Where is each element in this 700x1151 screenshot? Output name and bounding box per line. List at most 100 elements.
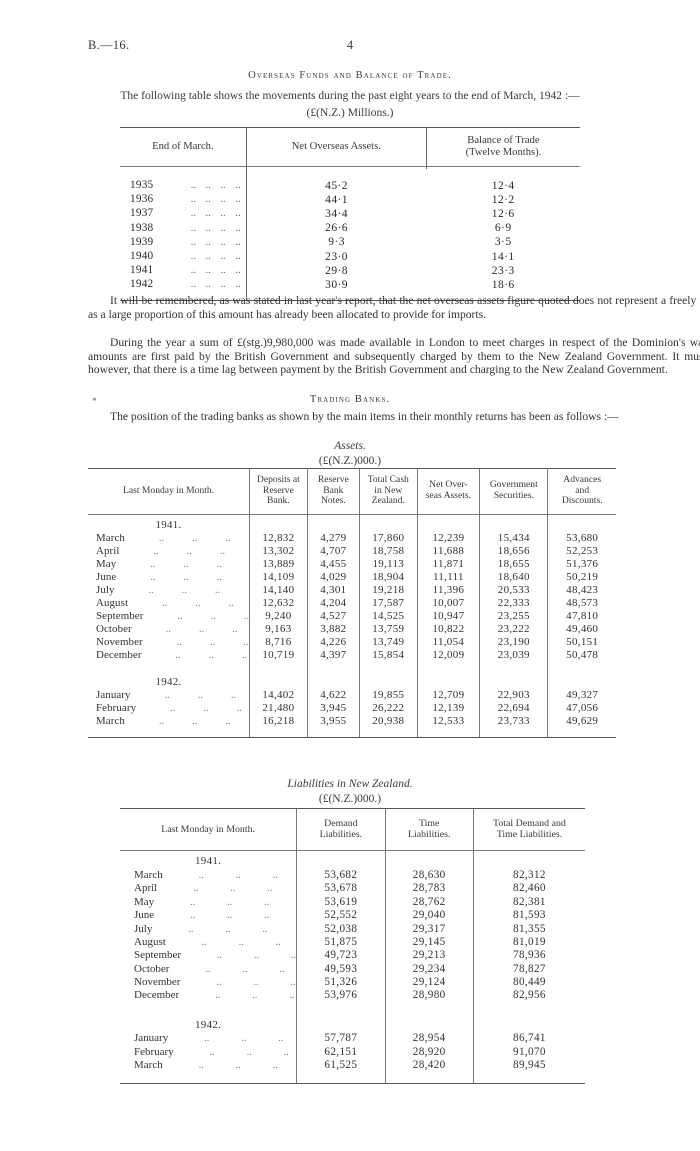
table-row: March...... 16,218 3,955 20,938 12,533 23,733… — [88, 714, 616, 728]
liabilities-row-total: 89,945 — [472, 1058, 585, 1072]
assets-row-month: October...... — [96, 623, 238, 636]
leader-dots: .. — [220, 207, 226, 220]
overseas-units-line: (£(N.Z.) Millions.) — [306, 107, 394, 119]
overseas-row-balance-of-trade: 3·5 — [494, 235, 512, 249]
assets-row-total-cash-nz: 17,587 — [359, 596, 418, 610]
section-heading-overseas-funds: Overseas Funds and Balance of Trade. — [248, 70, 452, 81]
assets-year-label-row: 1941. — [88, 514, 616, 532]
liabilities-row-demand: 53,678 — [296, 881, 386, 896]
table-row: August...... 12,632 4,204 17,587 10,007 22,33… — [88, 596, 616, 610]
liabilities-year-label-row: 1942. — [120, 1014, 585, 1032]
paragraph-war-expenses-note: During the year a sum of £(stg.)9,980,00… — [88, 336, 700, 377]
liabilities-row-total: 82,312 — [472, 868, 585, 882]
leader-dots: .. — [235, 250, 241, 263]
liabilities-row-time: 28,920 — [384, 1044, 474, 1059]
table-row: March...... 53,682 28,630 82,312 — [120, 868, 585, 882]
assets-row-month: January...... — [96, 689, 237, 702]
liabilities-table-title: Liabilities in New Zealand. — [287, 778, 413, 790]
table-row: April...... 53,678 28,783 82,460 — [120, 881, 585, 896]
assets-row-net-overseas-assets: 11,054 — [416, 635, 480, 649]
table-row: June...... 14,109 4,029 18,904 11,111 18,640 5… — [88, 570, 616, 584]
assets-row-reserve-bank-notes: 4,204 — [306, 596, 360, 610]
table-row: 1935........ 45·2 12·4 — [120, 178, 580, 193]
liabilities-row-total: 81,019 — [472, 935, 585, 949]
assets-row-government-securities: 23,733 — [479, 714, 548, 728]
liabilities-row-month: November...... — [134, 976, 296, 989]
overseas-row-balance-of-trade: 12·4 — [491, 178, 515, 192]
liabilities-row-total: 82,460 — [472, 881, 585, 896]
document-number: B.—16. — [88, 38, 130, 52]
liabilities-row-demand: 49,593 — [296, 962, 386, 976]
overseas-intro-line: The following table shows the movements … — [120, 90, 580, 102]
liabilities-header-total: Total Demand and Time Liabilities. — [472, 807, 585, 851]
assets-row-month: April...... — [96, 545, 226, 558]
table-row: 1941........ 29·8 23·3 — [120, 263, 580, 278]
table-row: 1939........ 9·3 3·5 — [120, 234, 580, 249]
assets-row-net-overseas-assets: 11,111 — [416, 570, 480, 584]
assets-row-government-securities: 18,656 — [479, 544, 548, 558]
liabilities-row-month: June...... — [134, 909, 270, 922]
table-row: January...... 57,787 28,954 86,741 — [120, 1031, 585, 1045]
overseas-row-year: 1937 — [130, 207, 154, 220]
leader-dots: .. — [220, 278, 226, 291]
assets-row-total-cash-nz: 13,759 — [359, 622, 418, 636]
assets-row-deposits-reserve-bank: 9,163 — [249, 622, 308, 636]
overseas-row-year: 1936 — [130, 193, 154, 206]
assets-row-month: June...... — [96, 571, 222, 584]
leader-dots: .. — [205, 193, 211, 206]
liabilities-group-spacer — [120, 1002, 585, 1015]
table-row: March...... 61,525 28,420 89,945 — [120, 1058, 585, 1072]
overseas-row-balance-of-trade: 14·1 — [491, 249, 515, 263]
assets-row-month: August...... — [96, 597, 234, 610]
assets-row-net-overseas-assets: 10,007 — [416, 596, 480, 610]
overseas-row-net-assets: 26·6 — [245, 220, 427, 235]
assets-header-month: Last Monday in Month. — [88, 468, 250, 515]
assets-row-total-cash-nz: 26,222 — [359, 701, 418, 715]
table-row: March...... 12,832 4,279 17,860 12,239 15,434… — [88, 531, 616, 545]
leader-dots: .. — [190, 235, 197, 248]
assets-row-total-cash-nz: 19,855 — [359, 688, 418, 702]
leader-dots: .. — [235, 193, 241, 206]
assets-row-reserve-bank-notes: 4,226 — [306, 635, 360, 649]
table-row: 1937........ 34·4 12·6 — [120, 206, 580, 221]
assets-units-line: (£(N.Z.)000.) — [318, 455, 382, 467]
liabilities-row-demand: 53,619 — [296, 895, 386, 909]
liabilities-row-total: 81,593 — [472, 908, 585, 922]
table-row: November...... 8,716 4,226 13,749 11,054 23,1… — [88, 635, 616, 649]
liabilities-row-time: 29,145 — [384, 935, 474, 949]
assets-row-total-cash-nz: 15,854 — [359, 648, 418, 662]
table-row: 1940........ 23·0 14·1 — [120, 248, 580, 264]
table-row: 1942........ 30·9 18·6 — [120, 277, 580, 292]
liabilities-row-demand: 51,875 — [296, 935, 386, 949]
overseas-row-balance-of-trade: 23·3 — [491, 263, 515, 277]
assets-row-month: March...... — [96, 532, 231, 545]
overseas-row-balance-of-trade: 6·9 — [494, 221, 512, 235]
table-row: October...... 9,163 3,882 13,759 10,822 23,22… — [88, 622, 616, 636]
trading-banks-liabilities-table: Last Monday in Month. Demand Liabilities. T… — [120, 807, 585, 1085]
assets-row-total-cash-nz: 20,938 — [359, 714, 418, 728]
liabilities-units-line: (£(N.Z.)000.) — [318, 793, 382, 805]
assets-row-month: March...... — [96, 715, 231, 728]
assets-row-advances-discounts: 52,253 — [547, 544, 616, 558]
liabilities-row-demand: 52,038 — [296, 921, 386, 936]
liabilities-row-demand: 57,787 — [296, 1031, 386, 1045]
overseas-row-balance-of-trade: 12·2 — [491, 192, 515, 206]
assets-row-net-overseas-assets: 11,396 — [416, 583, 480, 597]
liabilities-row-time: 29,213 — [384, 948, 474, 963]
table-row: May...... 13,889 4,455 19,113 11,871 18,655 51… — [88, 557, 616, 571]
paragraph-net-assets-note: It will be remembered, as was stated in … — [88, 294, 700, 321]
assets-row-deposits-reserve-bank: 9,240 — [249, 609, 308, 623]
liabilities-row-total: 78,936 — [472, 948, 585, 963]
liabilities-row-demand: 51,326 — [296, 975, 386, 989]
assets-row-deposits-reserve-bank: 13,302 — [249, 544, 308, 558]
liabilities-row-time: 28,630 — [384, 868, 474, 882]
liabilities-row-total: 78,827 — [472, 962, 585, 976]
assets-row-total-cash-nz: 18,904 — [359, 570, 418, 584]
liabilities-row-month: August...... — [134, 935, 281, 948]
table-row: September...... 49,723 29,213 78,936 — [120, 948, 585, 963]
assets-row-deposits-reserve-bank: 21,480 — [249, 701, 308, 715]
assets-row-net-overseas-assets: 12,009 — [416, 648, 480, 662]
assets-row-reserve-bank-notes: 4,707 — [306, 544, 360, 558]
leader-dots: .. — [205, 264, 211, 277]
